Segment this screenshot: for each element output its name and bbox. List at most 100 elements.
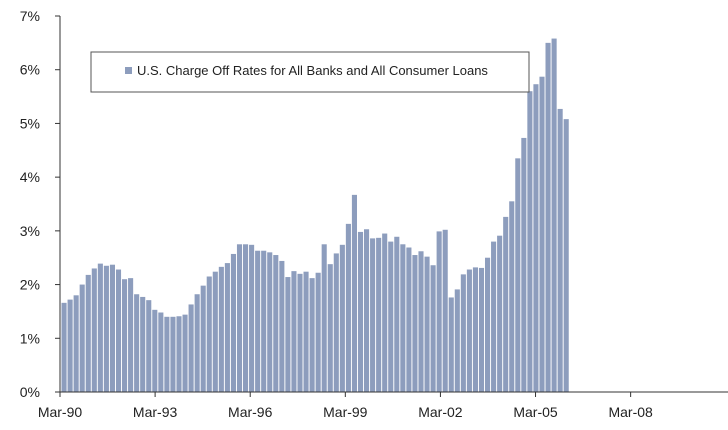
bar [563, 119, 569, 392]
bar [466, 269, 472, 392]
bar [249, 244, 255, 392]
bar [115, 269, 122, 392]
bar [97, 263, 103, 392]
legend-box [90, 51, 530, 93]
bar [509, 201, 515, 392]
bar [491, 241, 497, 392]
legend-swatch [125, 67, 132, 74]
bar [128, 278, 134, 392]
legend: U.S. Charge Off Rates for All Banks and … [90, 51, 530, 93]
y-tick-label: 6% [20, 62, 40, 78]
bar [297, 273, 303, 392]
bar [515, 158, 521, 392]
bar [73, 295, 79, 392]
y-tick-label: 1% [20, 330, 40, 346]
y-axis: 0% 1% 2% 3% 4% 5% 6% 7% [20, 8, 61, 400]
x-tick-label: Mar-02 [418, 404, 463, 420]
x-tick-label: Mar-05 [513, 404, 558, 420]
bar [521, 137, 527, 392]
bar [103, 265, 109, 392]
bar [388, 241, 394, 392]
bar [61, 302, 67, 392]
bar [273, 255, 279, 392]
bar [91, 268, 97, 392]
bar [394, 236, 400, 392]
bar [472, 267, 478, 392]
bar [497, 235, 503, 392]
bar [134, 294, 140, 392]
bar [545, 42, 551, 393]
bar [539, 76, 545, 392]
bar [424, 256, 430, 392]
bar [85, 274, 91, 392]
bar [200, 285, 206, 392]
bar [557, 108, 563, 393]
bar [255, 250, 261, 392]
bar [357, 231, 364, 392]
bar [485, 257, 491, 392]
bar [267, 252, 273, 392]
bar [478, 267, 485, 392]
bar [109, 264, 115, 392]
bar [170, 316, 176, 392]
bar [285, 277, 291, 392]
bar [364, 229, 370, 392]
bar [236, 244, 243, 392]
bar [261, 250, 267, 392]
bar [315, 272, 321, 392]
bar [448, 297, 454, 392]
bar [430, 265, 436, 392]
bar [194, 294, 200, 392]
bar [176, 316, 182, 392]
bar [158, 312, 164, 392]
bar [503, 216, 509, 392]
y-tick-label: 5% [20, 115, 40, 131]
bar [309, 278, 315, 392]
x-tick-label: Mar-08 [608, 404, 653, 420]
y-tick-label: 4% [20, 169, 40, 185]
bar [122, 279, 128, 392]
y-tick-label: 3% [20, 223, 40, 239]
x-tick-label: Mar-93 [133, 404, 178, 420]
y-tick-label: 7% [20, 8, 40, 24]
bar [376, 237, 382, 392]
bar [418, 251, 424, 392]
bar [454, 289, 460, 392]
bar [527, 91, 533, 392]
bar [164, 316, 170, 392]
bar [291, 271, 297, 392]
bars-group [61, 38, 569, 393]
y-tick-label: 2% [20, 277, 40, 293]
bar [79, 284, 85, 392]
bar [212, 271, 218, 392]
x-tick-label: Mar-90 [38, 404, 83, 420]
bar [188, 304, 194, 392]
bar [436, 231, 442, 392]
bar [140, 296, 146, 392]
bar [321, 244, 327, 392]
bar [406, 247, 412, 392]
bar [303, 271, 309, 392]
bar [551, 38, 557, 393]
bar [351, 194, 357, 392]
bar [382, 233, 388, 392]
bar [345, 223, 351, 392]
bar [206, 276, 212, 392]
bar [224, 263, 230, 392]
bar [67, 299, 73, 392]
bar [370, 238, 376, 392]
bar [400, 244, 406, 392]
bar [182, 314, 188, 392]
bar [442, 229, 448, 392]
bar [333, 253, 339, 392]
y-tick-label: 0% [20, 384, 40, 400]
bar [339, 244, 345, 392]
bar [146, 300, 152, 392]
bar [533, 84, 539, 392]
bar [230, 253, 236, 392]
bar [218, 266, 224, 392]
bar [279, 260, 285, 392]
bar [412, 255, 418, 392]
